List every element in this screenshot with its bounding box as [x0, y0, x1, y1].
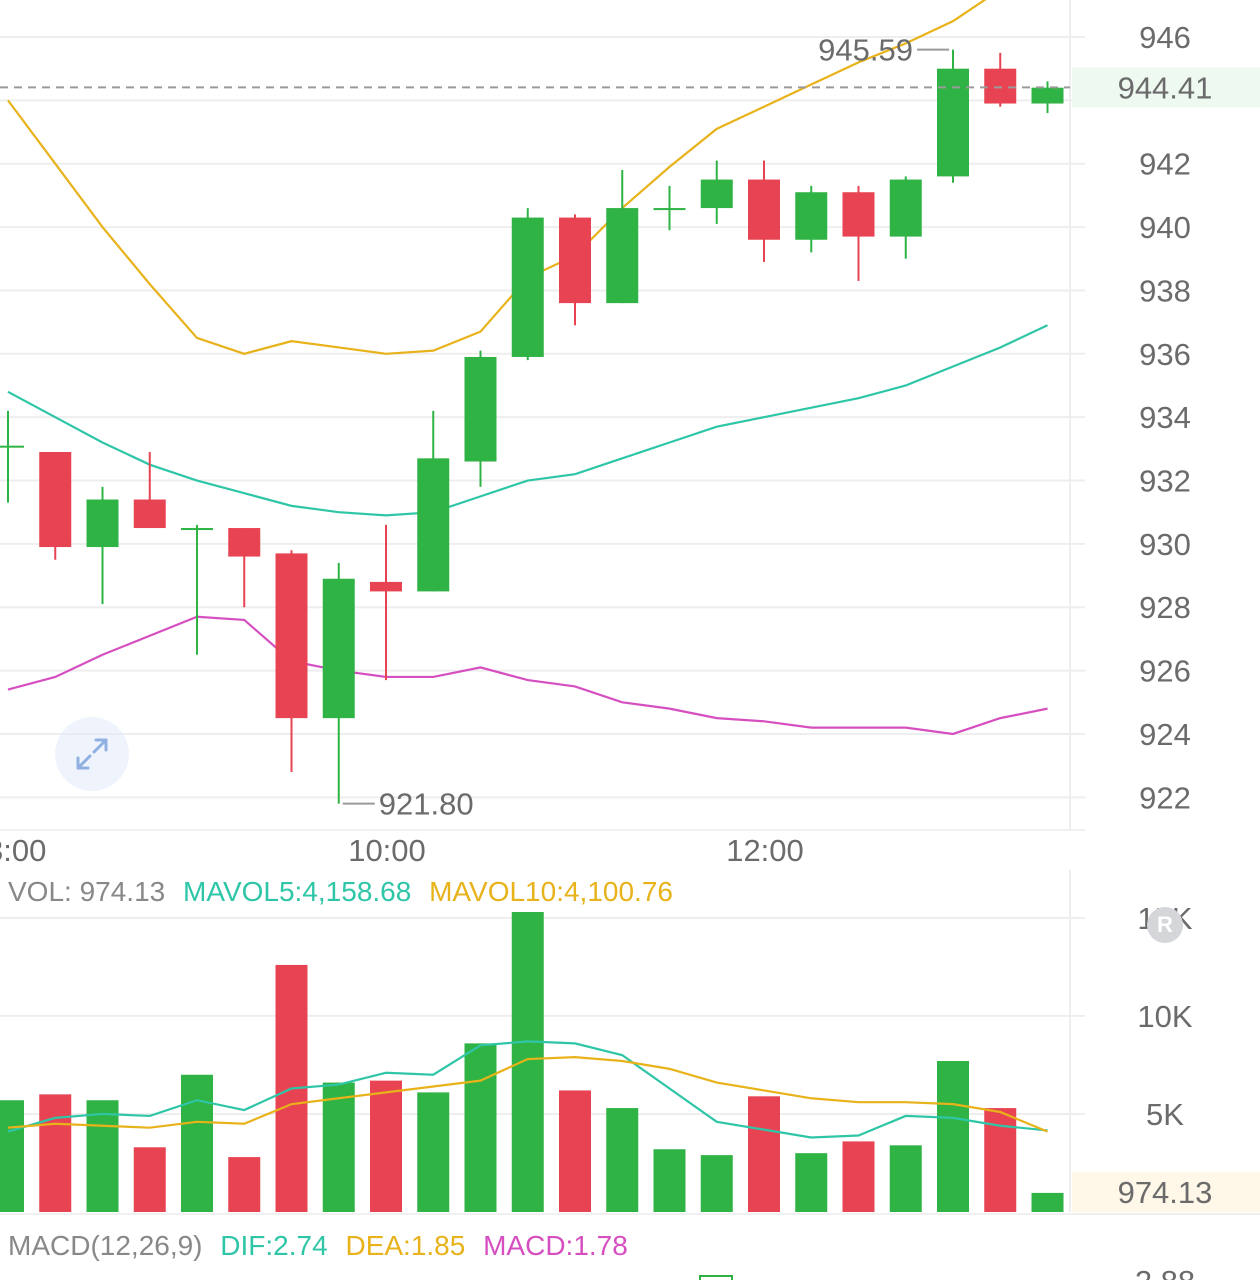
- volume-bar: [86, 1100, 119, 1212]
- volume-bar: [559, 1090, 591, 1212]
- price-tick-label: 938: [1139, 273, 1191, 308]
- price-tick-label: 926: [1139, 654, 1191, 689]
- dif-legend: DIF:2.74: [220, 1230, 327, 1261]
- last-volume-label: 974.13: [1118, 1175, 1213, 1210]
- macd-legend-label: MACD(12,26,9): [8, 1230, 203, 1261]
- price-tick-label: 940: [1139, 210, 1191, 245]
- time-axis-ticks: 3:00 10:00 12:00: [0, 833, 804, 868]
- volume-moving-averages: [7, 1040, 1048, 1139]
- high-price-label: 945.59: [818, 33, 913, 68]
- time-tick-label: 10:00: [348, 833, 426, 868]
- candle-body: [795, 192, 828, 240]
- price-tick-label: 924: [1139, 717, 1191, 752]
- volume-bar: [795, 1153, 828, 1212]
- price-tick-label: 928: [1139, 590, 1191, 625]
- macd-bar-top: [699, 1275, 733, 1280]
- price-tick-label: 936: [1139, 337, 1191, 372]
- candle-body: [937, 68, 969, 177]
- candlesticks: [0, 49, 1064, 804]
- volume-bar: [39, 1094, 72, 1212]
- candle-body: [653, 208, 686, 211]
- vol-legend-value: VOL: 974.13: [8, 876, 165, 907]
- volume-tick-label: 10K: [1137, 999, 1192, 1034]
- mavol10-legend: MAVOL10:4,100.76: [429, 876, 673, 907]
- volume-bar: [1031, 1192, 1064, 1212]
- candle-body: [39, 452, 72, 548]
- volume-bar: [228, 1157, 261, 1212]
- candle-body: [0, 445, 24, 448]
- volume-ma-line-mavol5: [7, 1040, 1048, 1139]
- r-badge-icon[interactable]: R: [1147, 907, 1183, 943]
- candle-body: [417, 458, 450, 592]
- mavol5-legend: MAVOL5:4,158.68: [183, 876, 411, 907]
- volume-bar: [181, 1074, 213, 1212]
- volume-bar: [511, 912, 544, 1212]
- last-price-tag-bg: [1072, 67, 1260, 108]
- volume-bar: [370, 1080, 402, 1212]
- volume-bar: [937, 1061, 969, 1212]
- vol-legend: VOL: 974.13 MAVOL5:4,158.68 MAVOL10:4,10…: [8, 876, 673, 907]
- candle-body: [748, 179, 780, 240]
- candle-body: [511, 217, 544, 357]
- candle-body: [606, 208, 639, 304]
- low-price-label: 921.80: [379, 787, 474, 822]
- volume-bar: [653, 1149, 686, 1212]
- volume-bars: [0, 912, 1064, 1212]
- volume-bar: [417, 1092, 450, 1212]
- candle-body: [370, 581, 402, 592]
- candle-body: [984, 68, 1017, 104]
- last-volume-tag-bg: [1072, 1172, 1260, 1212]
- price-tick-label: 946: [1139, 20, 1191, 55]
- dea-legend: DEA:1.85: [345, 1230, 465, 1261]
- candle-body: [322, 578, 355, 719]
- candle-body: [842, 192, 875, 237]
- volume-bar: [464, 1043, 497, 1212]
- volume-bar: [700, 1155, 733, 1212]
- candle-body: [559, 217, 591, 304]
- candle-body: [86, 499, 119, 548]
- price-tick-label: 922: [1139, 780, 1191, 815]
- price-axis-ticks: 946 942 940 938 936 934 932 930 928 926 924 922: [1139, 20, 1191, 815]
- macd-legend: MACD(12,26,9) DIF:2.74 DEA:1.85 MACD:1.7…: [8, 1230, 628, 1261]
- price-tick-label: 934: [1139, 400, 1191, 435]
- volume-bar: [748, 1096, 780, 1212]
- volume-bar: [0, 1100, 24, 1212]
- last-price-label: 944.41: [1118, 70, 1213, 105]
- high-low-markers: 945.59 921.80: [342, 33, 949, 822]
- expand-arrows-icon: [76, 738, 108, 770]
- volume-ma-line-mavol10: [7, 1055, 1048, 1133]
- candle-body: [275, 553, 308, 719]
- volume-bar: [889, 1145, 922, 1212]
- price-moving-averages: [7, 0, 1048, 736]
- candle-body: [181, 528, 213, 531]
- grid-lines: [0, 0, 1260, 1215]
- moving-average-line-ma_short: [7, 324, 1048, 517]
- price-tick-label: 932: [1139, 464, 1191, 499]
- volume-tick-label: 5K: [1146, 1097, 1184, 1132]
- expand-chart-button[interactable]: [55, 717, 129, 791]
- volume-bar: [322, 1082, 355, 1212]
- candle-body: [228, 528, 261, 557]
- candle-body: [1031, 87, 1064, 104]
- volume-bar: [606, 1108, 639, 1212]
- price-tick-label: 930: [1139, 527, 1191, 562]
- volume-bar: [842, 1141, 875, 1212]
- time-tick-label: 3:00: [0, 833, 46, 868]
- candle-body: [889, 179, 922, 237]
- volume-bar: [133, 1147, 166, 1212]
- time-tick-label: 12:00: [726, 833, 804, 868]
- macd-axis-tick: 2.88: [1135, 1264, 1195, 1280]
- candle-body: [700, 179, 733, 209]
- price-tick-label: 942: [1139, 147, 1191, 182]
- candle-body: [133, 499, 166, 529]
- macd-value-legend: MACD:1.78: [483, 1230, 628, 1261]
- candle-body: [464, 356, 497, 462]
- moving-average-line-ma_long: [7, 615, 1048, 736]
